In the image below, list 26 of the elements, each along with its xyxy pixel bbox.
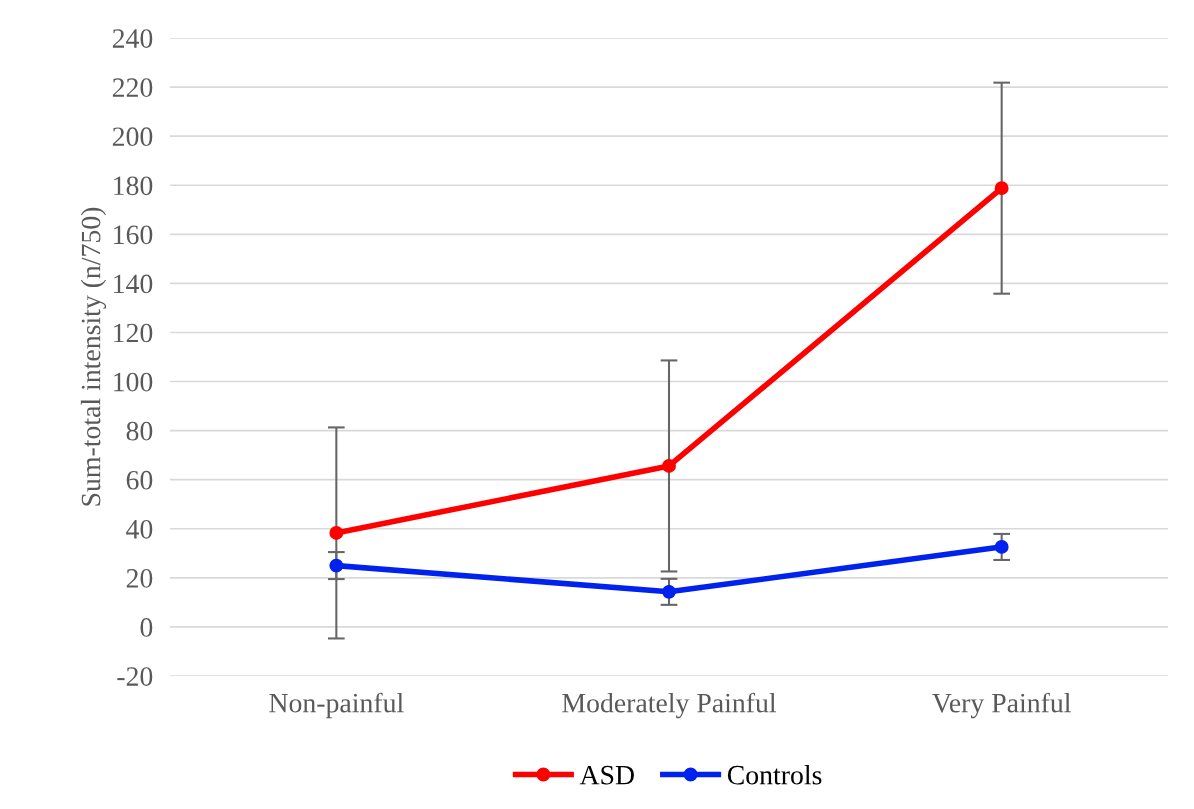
x-tick-label: Non-painful — [269, 692, 404, 719]
y-tick-label: 120 — [114, 323, 153, 343]
y-axis-title: Sum-total intensity (n/750) — [80, 207, 107, 506]
legend-label: Controls — [727, 764, 822, 785]
y-tick-label: 40 — [126, 519, 153, 539]
y-tick-label: 100 — [114, 372, 153, 392]
x-tick-label: Very Painful — [932, 692, 1071, 719]
y-tick-label: -20 — [117, 667, 153, 686]
y-tick-label: 200 — [112, 127, 153, 147]
point — [329, 558, 344, 573]
y-tick-label: 60 — [126, 470, 153, 490]
legend-label: ASD — [579, 765, 634, 785]
y-tick-label: 240 — [112, 29, 153, 48]
y-tick-label: 140 — [114, 274, 153, 294]
point — [662, 584, 676, 599]
point — [994, 181, 1009, 196]
y-tick-label: 180 — [114, 176, 153, 196]
x-tick-label: Moderately Painful — [562, 692, 777, 719]
y-tick-label: 220 — [112, 78, 153, 97]
y-tick-label: 20 — [126, 569, 153, 588]
point — [662, 459, 676, 473]
y-tick-label: 0 — [140, 618, 153, 637]
y-tick-label: 80 — [126, 421, 153, 441]
y-tick-label: 160 — [114, 225, 153, 245]
point — [994, 539, 1009, 554]
point — [329, 525, 344, 540]
